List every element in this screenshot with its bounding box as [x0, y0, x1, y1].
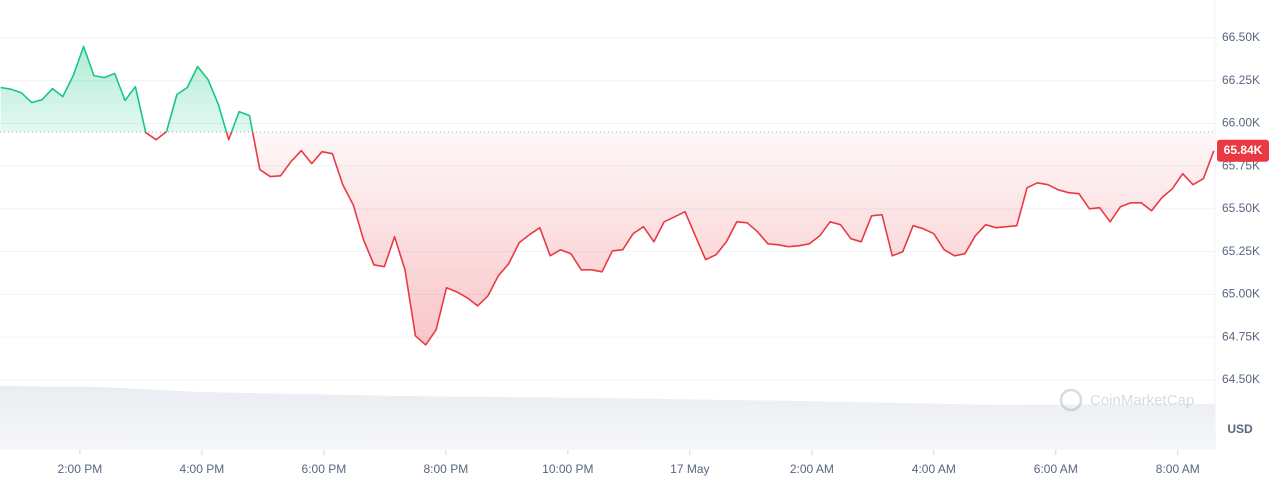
- current-price-box: [1217, 139, 1269, 162]
- watermark-icon: [1059, 388, 1083, 412]
- x-tick-label: 8:00 PM: [424, 462, 469, 476]
- x-tick-label: 17 May: [670, 462, 709, 476]
- x-tick-label: 2:00 AM: [790, 462, 834, 476]
- y-tick-label: 66.00K: [1222, 116, 1260, 130]
- y-tick-label: 64.75K: [1222, 329, 1260, 343]
- x-tick-label: 6:00 AM: [1034, 462, 1078, 476]
- x-tick-label: 10:00 PM: [542, 462, 593, 476]
- x-tick-label: 8:00 AM: [1156, 462, 1200, 476]
- x-tick-label: 2:00 PM: [58, 462, 103, 476]
- price-line: [0, 45, 1215, 346]
- currency-label: USD: [1227, 422, 1253, 436]
- y-tick-label: 66.50K: [1222, 30, 1260, 44]
- x-tick-label: 6:00 PM: [302, 462, 347, 476]
- watermark: CoinMarketCap: [1059, 388, 1194, 412]
- volume-area: [0, 386, 1215, 450]
- y-tick-label: 65.25K: [1222, 244, 1260, 258]
- y-tick-label: 64.50K: [1222, 372, 1260, 386]
- area: [0, 46, 1214, 345]
- y-tick-label: 66.25K: [1222, 73, 1260, 87]
- watermark-text: CoinMarketCap: [1090, 392, 1194, 409]
- y-tick-label: 65.00K: [1222, 287, 1260, 301]
- current-price-label: 65.84K: [1224, 143, 1263, 157]
- x-tick-label: 4:00 AM: [912, 462, 956, 476]
- y-tick-label: 65.75K: [1222, 158, 1260, 172]
- x-tick-label: 4:00 PM: [180, 462, 225, 476]
- y-tick-label: 65.50K: [1222, 201, 1260, 215]
